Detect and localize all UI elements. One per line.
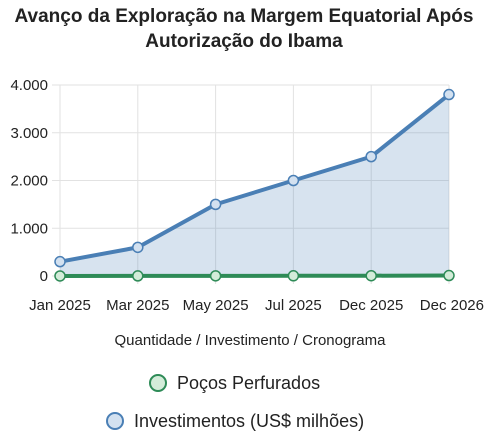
y-tick-label: 1.000 <box>10 220 48 237</box>
legend-swatch-pocos <box>149 374 167 392</box>
legend-item-pocos[interactable]: Poços Perfurados <box>149 370 320 396</box>
data-point-series-0 <box>132 270 144 282</box>
data-point-series-1 <box>365 150 377 163</box>
y-tick-label: 2.000 <box>10 173 48 190</box>
y-tick-label: 0 <box>40 268 48 285</box>
series-area-1 <box>60 94 449 276</box>
data-point-series-0 <box>365 269 377 282</box>
line-chart: 0 1.000 2.000 3.000 4.000 Jan 2025 Mar 2025 Ma… <box>10 77 484 349</box>
data-point-series-0 <box>209 270 222 282</box>
legend-label-investimentos: Investimentos (US$ milhões) <box>134 410 365 431</box>
chart-title-line-2: Autorização do Ibama <box>145 31 343 52</box>
data-point-series-1 <box>132 241 144 254</box>
series-line-1 <box>58 92 451 264</box>
data-point-series-1 <box>54 255 66 268</box>
y-tick-label: 3.000 <box>10 125 48 142</box>
y-axis-ticks: 0 1.000 2.000 3.000 4.000 <box>10 77 48 285</box>
y-tick-label: 4.000 <box>10 77 48 94</box>
data-point-series-0 <box>54 270 66 282</box>
chart-title-line-1: Avanço da Exploração na Margem Equatoria… <box>14 6 474 27</box>
data-point-series-0 <box>287 270 300 282</box>
data-point-series-0 <box>443 269 455 282</box>
data-point-series-1 <box>287 174 300 187</box>
legend-item-investimentos[interactable]: Investimentos (US$ milhões) <box>106 408 364 434</box>
x-tick-label: Jan 2025 <box>29 297 91 314</box>
chart-title: Avanço da Exploração na Margem Equatoria… <box>0 4 488 54</box>
x-tick-label: Dec 2025 <box>339 297 403 314</box>
x-tick-label: Dec 2026 <box>420 297 484 314</box>
legend-label-pocos: Poços Perfurados <box>177 372 321 393</box>
series-layer <box>54 88 455 282</box>
x-axis-label: Quantidade / Investimento / Cronograma <box>115 332 387 349</box>
x-tick-label: May 2025 <box>183 297 249 314</box>
data-point-series-1 <box>209 198 222 211</box>
x-axis-ticks: Jan 2025 Mar 2025 May 2025 Jul 2025 Dec 2025… <box>29 297 484 314</box>
x-tick-label: Jul 2025 <box>265 297 322 314</box>
data-point-series-1 <box>443 88 455 101</box>
x-tick-label: Mar 2025 <box>106 297 169 314</box>
legend-swatch-investimentos <box>106 412 124 430</box>
